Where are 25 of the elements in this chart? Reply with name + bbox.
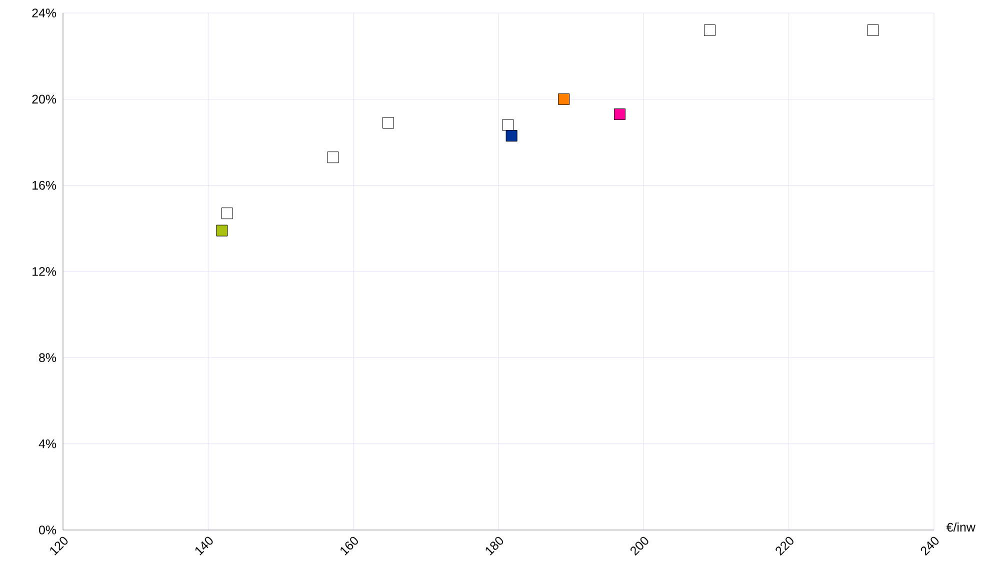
x-tick-label: 160	[340, 536, 358, 556]
x-tick-label: 140	[195, 536, 213, 556]
y-tick-label: 0%	[39, 526, 56, 534]
x-tick-label: 200	[630, 536, 648, 556]
y-tick-label: 16%	[32, 180, 56, 190]
x-tick-label: 240	[920, 536, 939, 556]
y-tick-label: 4%	[38, 439, 56, 448]
x-tick-label: 220	[776, 536, 794, 556]
point	[704, 24, 716, 36]
x-tick-label: 180	[486, 536, 504, 556]
point	[506, 130, 518, 142]
point	[614, 108, 626, 120]
y-tick-label: 24%	[32, 8, 56, 18]
y-tick-label: 12%	[32, 267, 56, 276]
y-tick-label: 20%	[32, 94, 56, 104]
point	[382, 117, 394, 129]
point	[216, 224, 228, 236]
point	[867, 24, 879, 36]
point	[558, 93, 570, 105]
x-axis-title: €/inw	[946, 522, 976, 532]
point	[502, 119, 514, 131]
point	[221, 208, 233, 220]
y-tick-label: 8%	[39, 353, 56, 362]
point	[327, 152, 339, 164]
x-tick-label: 120	[50, 536, 68, 556]
